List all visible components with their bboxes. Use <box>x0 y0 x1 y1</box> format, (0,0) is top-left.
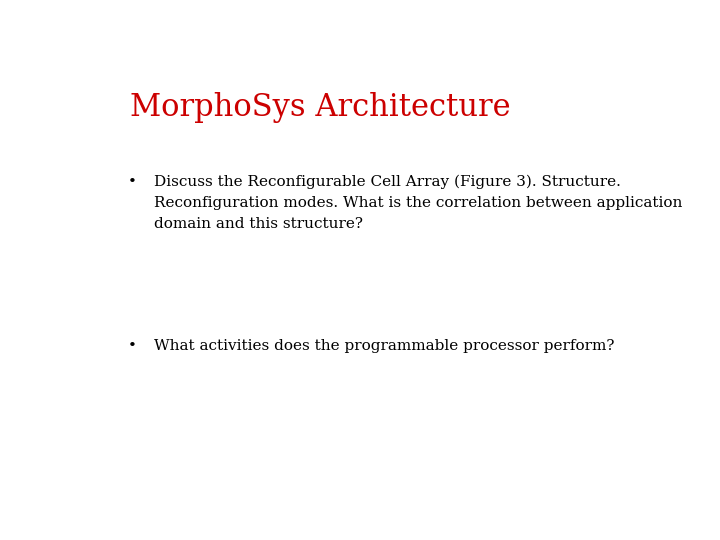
Text: What activities does the programmable processor perform?: What activities does the programmable pr… <box>154 339 615 353</box>
Text: MorphoSys Architecture: MorphoSys Architecture <box>130 92 510 123</box>
Text: •: • <box>128 339 137 353</box>
Text: •: • <box>128 175 137 189</box>
Text: Discuss the Reconfigurable Cell Array (Figure 3). Structure.
Reconfiguration mod: Discuss the Reconfigurable Cell Array (F… <box>154 175 683 231</box>
